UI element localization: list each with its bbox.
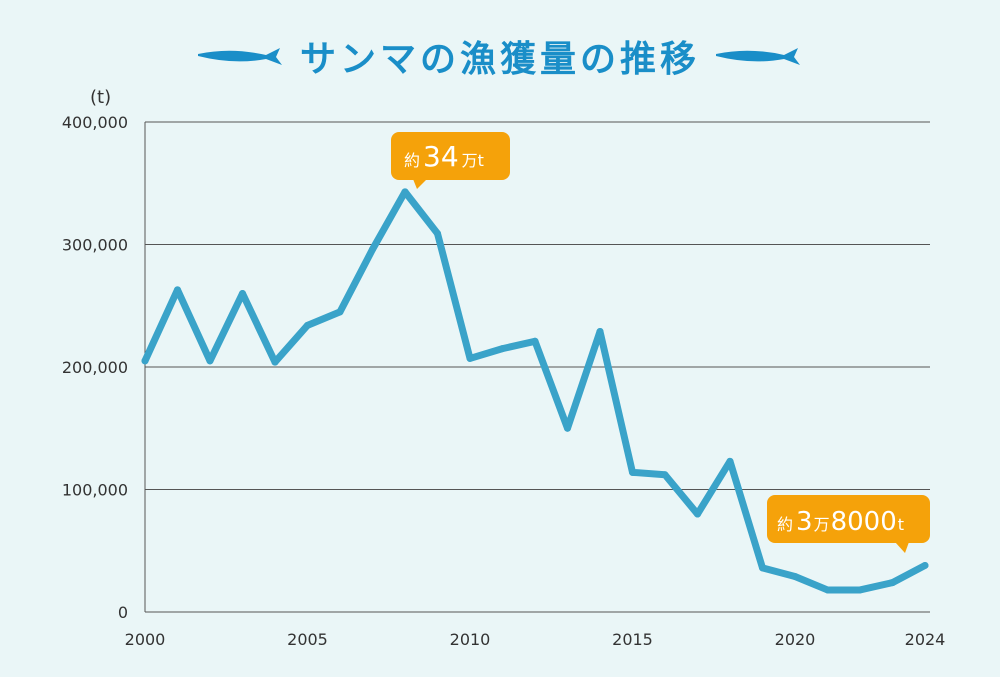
x-tick-label: 2005: [287, 630, 328, 649]
x-tick-label: 2024: [905, 630, 946, 649]
data-point: [694, 510, 701, 518]
data-point: [791, 572, 799, 580]
data-point: [499, 345, 506, 353]
data-point: [531, 337, 539, 345]
data-point: [206, 357, 214, 365]
data-point: [401, 188, 409, 196]
data-point: [336, 308, 344, 316]
y-tick-label: 0: [118, 603, 128, 622]
x-tick-label: 2010: [450, 630, 491, 649]
callout-latest: 約 3万8000t: [767, 495, 930, 553]
x-tick-label: 2015: [612, 630, 653, 649]
data-point: [824, 586, 831, 594]
data-point: [141, 357, 149, 365]
x-tick-label: 2000: [125, 630, 166, 649]
data-point: [759, 564, 766, 572]
data-point: [239, 290, 246, 297]
unit-label: (t): [90, 87, 111, 108]
title-bar: サンマの漁獲量の推移: [0, 30, 1000, 82]
y-tick-label: 200,000: [62, 358, 128, 377]
callout-peak: 約 34 万t: [391, 132, 510, 189]
data-point: [629, 468, 636, 476]
y-tick-label: 400,000: [62, 113, 128, 132]
data-point: [856, 586, 864, 594]
data-point: [596, 327, 604, 335]
y-tick-label: 300,000: [62, 236, 128, 255]
fish-icon: [197, 48, 282, 65]
data-point: [369, 245, 376, 253]
page-title: サンマの漁獲量の推移: [299, 39, 700, 80]
data-point: [174, 286, 181, 294]
data-point: [726, 457, 734, 465]
fish-icon: [716, 48, 800, 65]
y-tick-label: 100,000: [62, 481, 128, 500]
data-point: [661, 471, 669, 479]
data-point: [564, 424, 571, 432]
data-point: [466, 354, 474, 362]
data-point: [304, 321, 311, 329]
data-point: [921, 561, 929, 569]
data-point: [271, 358, 279, 366]
x-tick-label: 2020: [775, 630, 816, 649]
data-point: [434, 229, 441, 237]
data-point: [889, 579, 896, 587]
